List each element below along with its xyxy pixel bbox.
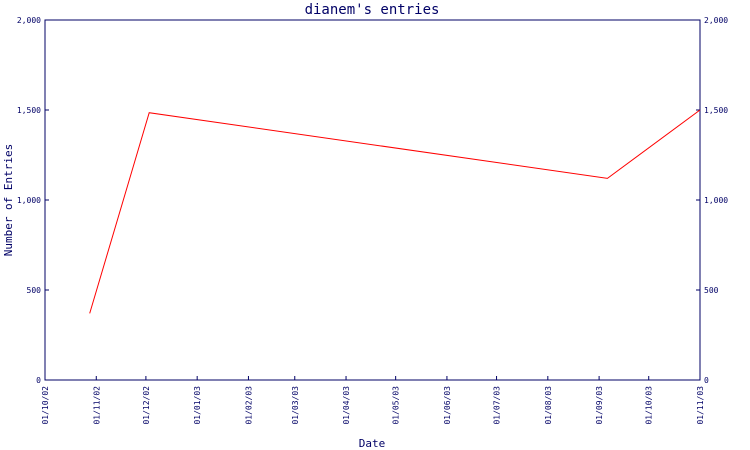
x-tick-label: 01/11/02 (92, 386, 101, 425)
y-tick-label-left: 0 (36, 376, 41, 385)
x-tick-label: 01/03/03 (291, 386, 300, 425)
x-tick-label: 01/10/02 (41, 386, 50, 425)
y-tick-label-left: 1,500 (17, 106, 41, 115)
y-tick-label-right: 1,000 (704, 196, 728, 205)
x-tick-label: 01/10/03 (645, 386, 654, 425)
series-line (89, 109, 701, 314)
y-tick-label-right: 0 (704, 376, 709, 385)
x-tick-label: 01/05/03 (392, 386, 401, 425)
y-axis-right: 0 500 1,000 1,500 2,000 (696, 16, 728, 385)
x-tick-label: 01/06/03 (443, 386, 452, 425)
x-tick-label: 01/08/03 (544, 386, 553, 425)
x-tick-label: 01/09/03 (595, 386, 604, 425)
x-tick-label: 01/04/03 (342, 386, 351, 425)
y-tick-label-right: 1,500 (704, 106, 728, 115)
x-tick-label: 01/11/03 (696, 386, 705, 425)
x-axis-label: Date (359, 437, 386, 450)
plot-frame (44, 19, 701, 381)
x-tick-label: 01/01/03 (193, 386, 202, 425)
y-tick-label-left: 2,000 (17, 16, 41, 25)
chart-title: dianem's entries (305, 2, 440, 18)
y-axis-left: 0 500 1,000 1,500 2,000 (17, 16, 49, 385)
x-axis: 01/10/02 01/11/02 01/12/02 01/01/03 01/02/03… (41, 376, 705, 425)
y-tick-label-left: 500 (27, 286, 42, 295)
x-tick-label: 01/12/02 (142, 386, 151, 425)
x-tick-label: 01/02/03 (244, 386, 253, 425)
y-tick-label-right: 500 (704, 286, 719, 295)
x-tick-label: 01/07/03 (493, 386, 502, 425)
y-axis-label: Number of Entries (2, 144, 15, 257)
y-tick-label-right: 2,000 (704, 16, 728, 25)
y-tick-label-left: 1,000 (17, 196, 41, 205)
series-layer (89, 109, 701, 314)
